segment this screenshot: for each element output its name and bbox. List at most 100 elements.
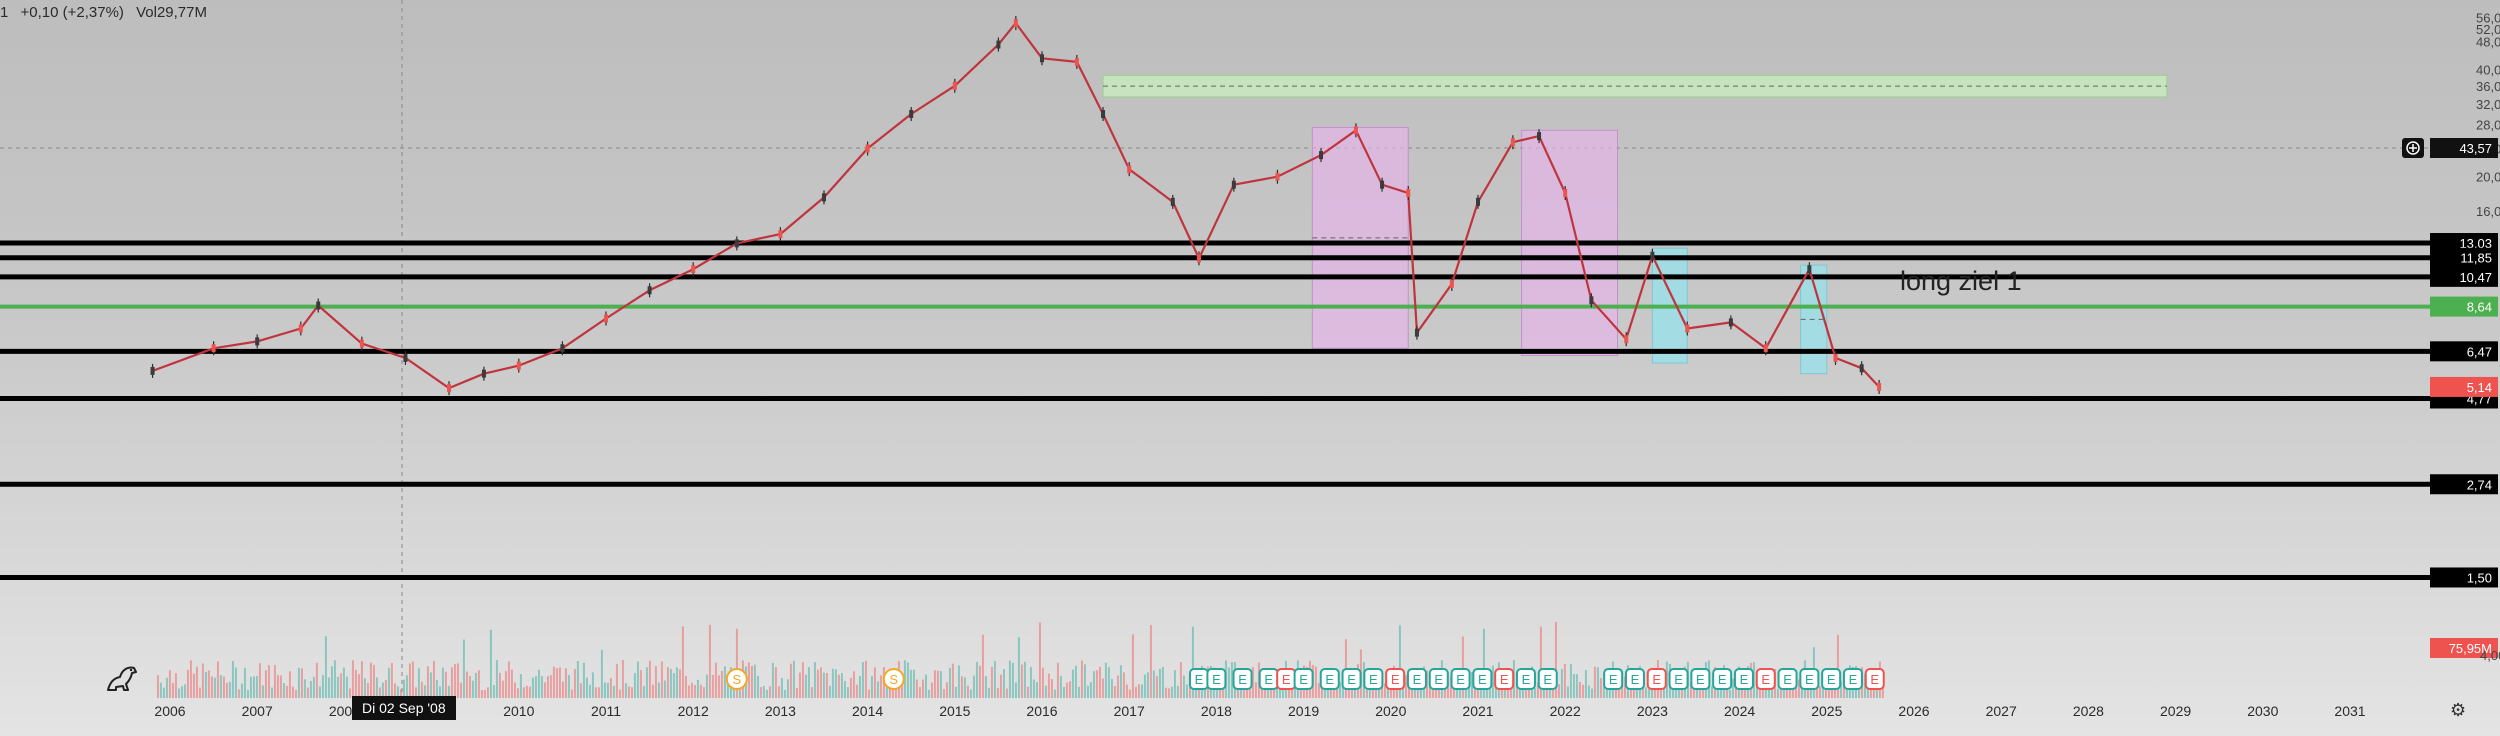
volume-bar bbox=[1044, 685, 1047, 698]
candle-body[interactable] bbox=[822, 193, 826, 202]
candle-body[interactable] bbox=[1380, 180, 1385, 189]
candle-body[interactable] bbox=[1877, 382, 1882, 391]
candle-body[interactable] bbox=[1013, 19, 1018, 28]
candle-body[interactable] bbox=[1406, 189, 1411, 198]
candle-body[interactable] bbox=[734, 239, 739, 248]
earnings-marker-icon[interactable] bbox=[1646, 668, 1667, 690]
candle-body[interactable] bbox=[778, 230, 783, 239]
candle-body[interactable] bbox=[359, 339, 364, 348]
candle-body[interactable] bbox=[1624, 335, 1629, 344]
earnings-marker-icon[interactable] bbox=[1341, 668, 1362, 690]
earnings-marker-icon[interactable] bbox=[1712, 668, 1733, 690]
candle-body[interactable] bbox=[1833, 353, 1838, 362]
earnings-marker-icon[interactable] bbox=[1450, 668, 1471, 690]
candle-body[interactable] bbox=[1537, 132, 1542, 141]
candle-body[interactable] bbox=[316, 301, 321, 310]
earnings-marker-icon[interactable] bbox=[1319, 668, 1340, 690]
earnings-marker-icon[interactable] bbox=[1755, 668, 1776, 690]
candle-body[interactable] bbox=[691, 265, 696, 274]
earnings-marker-icon[interactable] bbox=[1864, 668, 1885, 690]
volume-bar bbox=[1026, 686, 1029, 698]
settings-gear-icon[interactable]: ⚙ bbox=[2450, 700, 2467, 720]
volume-bar bbox=[921, 679, 924, 698]
candle-body[interactable] bbox=[481, 369, 486, 378]
candle-body[interactable] bbox=[1275, 172, 1280, 181]
earnings-marker-icon[interactable] bbox=[1363, 668, 1384, 690]
candle-body[interactable] bbox=[1196, 254, 1201, 263]
volume-bar bbox=[999, 674, 1002, 698]
candle-body[interactable] bbox=[1040, 54, 1044, 63]
earnings-marker-icon[interactable] bbox=[1406, 668, 1427, 690]
volume-bar bbox=[567, 675, 570, 698]
earnings-marker-icon[interactable] bbox=[1821, 668, 1842, 690]
earnings-marker-icon[interactable] bbox=[1690, 668, 1711, 690]
candle-body[interactable] bbox=[1319, 151, 1324, 160]
candle-body[interactable] bbox=[1563, 189, 1568, 198]
earnings-marker-icon[interactable] bbox=[1733, 668, 1754, 690]
candle-body[interactable] bbox=[1449, 279, 1454, 288]
plus-circle-icon[interactable] bbox=[2406, 141, 2420, 155]
candle-body[interactable] bbox=[1231, 180, 1236, 189]
earnings-marker-icon[interactable] bbox=[1293, 668, 1314, 690]
candle-body[interactable] bbox=[560, 344, 565, 353]
earnings-marker-icon[interactable] bbox=[1603, 668, 1624, 690]
candle-body[interactable] bbox=[1510, 138, 1515, 147]
earnings-marker-icon[interactable] bbox=[1385, 668, 1406, 690]
candle-body[interactable] bbox=[865, 144, 870, 153]
candle-body[interactable] bbox=[647, 286, 652, 295]
candle-body[interactable] bbox=[909, 109, 914, 118]
earnings-marker-text: E bbox=[1413, 672, 1422, 687]
candle-body[interactable] bbox=[1763, 344, 1768, 353]
split-marker-icon[interactable] bbox=[725, 668, 748, 690]
earnings-marker-icon[interactable] bbox=[1842, 668, 1863, 690]
candle-body[interactable] bbox=[255, 337, 260, 346]
candle-body[interactable] bbox=[1170, 197, 1175, 206]
candle-body[interactable] bbox=[211, 344, 216, 353]
volume-bar bbox=[432, 661, 435, 698]
earnings-marker-icon[interactable] bbox=[1624, 668, 1645, 690]
split-marker-icon[interactable] bbox=[882, 668, 905, 690]
candle-body[interactable] bbox=[1807, 265, 1812, 274]
candle-body[interactable] bbox=[1101, 109, 1106, 118]
candle-body[interactable] bbox=[1650, 251, 1655, 260]
candle-body[interactable] bbox=[403, 353, 408, 362]
candle-body[interactable] bbox=[516, 361, 521, 370]
candle-body[interactable] bbox=[447, 384, 452, 393]
earnings-marker-icon[interactable] bbox=[1428, 668, 1449, 690]
volume-bar bbox=[453, 664, 456, 698]
candle-body[interactable] bbox=[604, 314, 608, 323]
earnings-marker-icon[interactable] bbox=[1537, 668, 1558, 690]
earnings-marker-text: E bbox=[1718, 672, 1727, 687]
earnings-marker-icon[interactable] bbox=[1232, 668, 1253, 690]
candle-body[interactable] bbox=[298, 324, 303, 333]
earnings-marker-icon[interactable] bbox=[1515, 668, 1536, 690]
earnings-marker-icon[interactable] bbox=[1472, 668, 1493, 690]
candle-body[interactable] bbox=[1859, 364, 1864, 373]
volume-bar bbox=[693, 684, 696, 698]
candle-body[interactable] bbox=[996, 40, 1001, 49]
volume-bar bbox=[156, 675, 159, 698]
earnings-marker-icon[interactable] bbox=[1494, 668, 1515, 690]
candle-body[interactable] bbox=[952, 81, 957, 90]
volume-bar bbox=[1647, 689, 1650, 698]
candle-body[interactable] bbox=[150, 366, 155, 375]
volume-bar bbox=[297, 667, 300, 698]
earnings-marker-icon[interactable] bbox=[1777, 668, 1798, 690]
candle-body[interactable] bbox=[1589, 296, 1594, 305]
candle-body[interactable] bbox=[1685, 324, 1690, 333]
candle-body[interactable] bbox=[1127, 165, 1132, 174]
earnings-marker-icon[interactable] bbox=[1206, 668, 1227, 690]
volume-bar bbox=[642, 686, 645, 698]
earnings-marker-icon[interactable] bbox=[1668, 668, 1689, 690]
candle-body[interactable] bbox=[1476, 197, 1480, 206]
candle-body[interactable] bbox=[1074, 57, 1079, 66]
candle-body[interactable] bbox=[1353, 126, 1358, 135]
volume-bar bbox=[1596, 667, 1599, 698]
annotation-long-ziel[interactable]: long ziel 1 bbox=[1900, 266, 2022, 296]
candle-body[interactable] bbox=[1728, 318, 1733, 327]
candle-body[interactable] bbox=[1414, 328, 1419, 337]
earnings-marker-icon[interactable] bbox=[1799, 668, 1820, 690]
volume-bar bbox=[1158, 668, 1161, 698]
